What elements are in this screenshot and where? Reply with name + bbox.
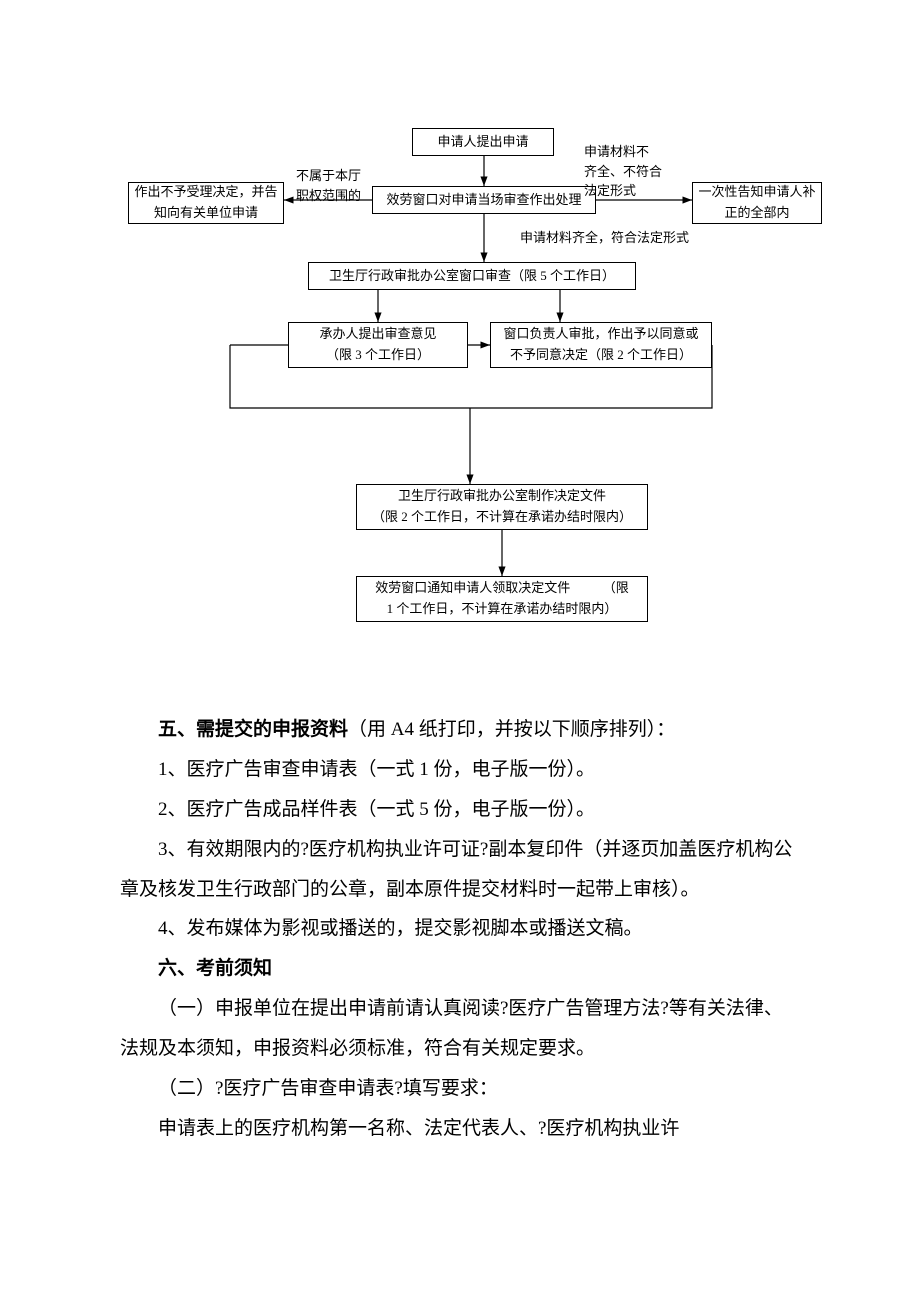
- flow-edge-label-e1: 不属于本厅 职权范围的: [296, 166, 361, 205]
- flow-node-n2: 效劳窗口对申请当场审查作出处理: [372, 186, 596, 214]
- section-5-title-tail: （用 A4 纸打印，并按以下顺序排列）：: [348, 719, 675, 740]
- section-6-title: 六、考前须知: [158, 958, 272, 979]
- flow-node-n9: 效劳窗口通知申请人领取决定文件 （限 1 个工作日，不计算在承诺办结时限内）: [356, 576, 648, 622]
- sec6-para-3: 申请表上的医疗机构第一名称、法定代表人、?医疗机构执业许: [120, 1109, 800, 1149]
- flow-node-n6: 承办人提出审查意见 （限 3 个工作日）: [288, 322, 468, 368]
- sec5-item-4: 4、发布媒体为影视或播送的，提交影视脚本或播送文稿。: [120, 909, 800, 949]
- flow-node-n5: 卫生厅行政审批办公室窗口审查（限 5 个工作日）: [308, 262, 636, 290]
- section-6-heading: 六、考前须知: [120, 949, 800, 989]
- sec5-item-1: 1、医疗广告审查申请表（一式 1 份，电子版一份）。: [120, 750, 800, 790]
- sec6-para-1: （一）申报单位在提出申请前请认真阅读?医疗广告管理方法?等有关法律、法规及本须知…: [120, 989, 800, 1069]
- sec5-item-2: 2、医疗广告成品样件表（一式 5 份，电子版一份）。: [120, 790, 800, 830]
- document-body: 五、需提交的申报资料（用 A4 纸打印，并按以下顺序排列）： 1、医疗广告审查申…: [0, 680, 920, 1209]
- section-5-title: 五、需提交的申报资料: [158, 719, 348, 740]
- sec6-para-2: （二）?医疗广告审查申请表?填写要求：: [120, 1069, 800, 1109]
- flow-node-n7: 窗口负责人审批，作出予以同意或 不予同意决定（限 2 个工作日）: [490, 322, 712, 368]
- section-5-heading: 五、需提交的申报资料（用 A4 纸打印，并按以下顺序排列）：: [120, 710, 800, 750]
- flow-edge-label-e2: 申请材料不 齐全、不符合 法定形式: [584, 142, 662, 201]
- flow-node-n3: 作出不予受理决定，并告知向有关单位申请: [128, 182, 284, 224]
- flowchart: 申请人提出申请效劳窗口对申请当场审查作出处理 作出不予受理决定，并告知向有关单位申…: [0, 0, 920, 680]
- sec5-item-3: 3、有效期限内的?医疗机构执业许可证?副本复印件（并逐页加盖医疗机构公章及核发卫…: [120, 830, 800, 910]
- flow-edge-label-e3: 申请材料齐全，符合法定形式: [520, 228, 689, 248]
- flow-node-n8: 卫生厅行政审批办公室制作决定文件 （限 2 个工作日，不计算在承诺办结时限内）: [356, 484, 648, 530]
- flow-node-n1: 申请人提出申请: [412, 128, 554, 156]
- flow-node-n4: 一次性告知申请人补正的全部内: [692, 182, 822, 224]
